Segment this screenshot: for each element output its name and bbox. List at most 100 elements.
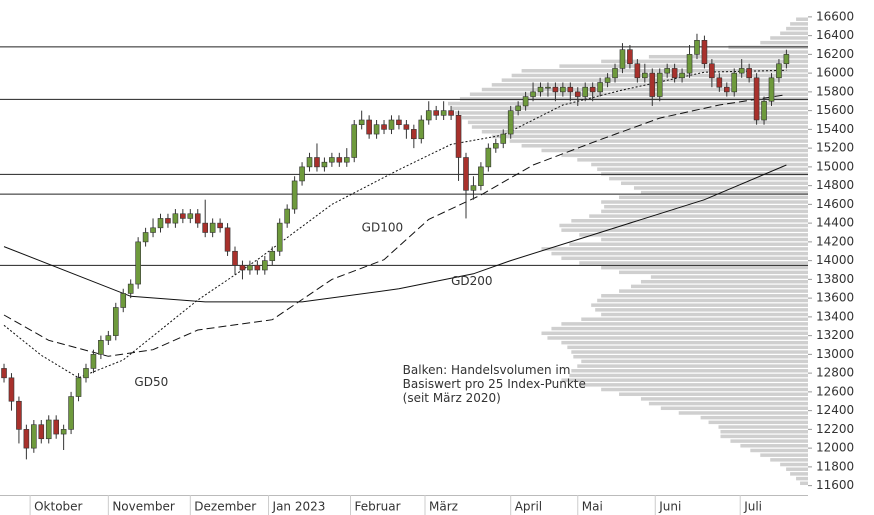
volume-bar: [573, 354, 808, 359]
volume-bar: [796, 476, 808, 481]
volume-bar: [569, 242, 808, 246]
candle-body: [38, 424, 45, 440]
y-tick-label: 16400: [816, 28, 854, 42]
volume-bar: [569, 373, 808, 378]
volume-bar: [770, 458, 808, 462]
candle-body: [314, 157, 320, 168]
y-tick-label: 15000: [816, 159, 854, 173]
candle-body: [254, 265, 261, 271]
volume-bar: [601, 237, 808, 242]
volume-bar: [541, 331, 808, 336]
y-tick-label: 16200: [816, 47, 854, 61]
candle-body: [75, 377, 82, 397]
candle-body: [589, 86, 596, 93]
volume-bar: [481, 129, 808, 134]
volume-bar: [786, 26, 808, 31]
volume-bar: [604, 204, 808, 209]
volume-bar: [567, 345, 808, 350]
volume-bar: [790, 22, 808, 26]
volume-bar: [601, 200, 808, 204]
volume-bar: [700, 50, 808, 54]
x-tick-label: Februar: [355, 500, 401, 514]
volume-bar: [448, 101, 808, 106]
x-tick-label: Juni: [658, 500, 681, 514]
candle-body: [381, 124, 387, 130]
y-tick-label: 14000: [816, 253, 854, 267]
candle-body: [649, 72, 656, 97]
candle-body: [291, 180, 298, 210]
annotation: Balken: Handelsvolumen im: [403, 363, 571, 377]
volume-bar: [551, 326, 808, 331]
candle-body: [366, 119, 372, 135]
candle-body: [343, 157, 350, 163]
candle-body: [671, 68, 678, 79]
candle-body: [8, 377, 15, 402]
candle-body: [217, 222, 223, 229]
moving-average: [3, 69, 787, 379]
x-tick-label: Oktober: [34, 500, 82, 514]
ma-label: GD50: [134, 375, 168, 389]
candle-body: [597, 82, 603, 93]
ma-label: GD100: [362, 220, 403, 234]
y-tick-label: 15200: [816, 141, 854, 155]
candle-body: [619, 49, 626, 69]
volume-bar: [770, 36, 808, 40]
candle-body: [209, 222, 216, 233]
candle-body: [202, 222, 209, 233]
volume-bar: [577, 158, 808, 162]
candle-body: [761, 100, 767, 121]
candle-body: [507, 110, 514, 135]
volume-bar: [559, 223, 808, 228]
volume-bar: [760, 40, 808, 45]
candle-body: [560, 86, 566, 93]
volume-bar: [491, 134, 808, 139]
volume-bar: [601, 209, 808, 214]
y-tick-label: 12000: [816, 441, 854, 455]
candle-body: [731, 72, 738, 93]
candle-body: [440, 110, 447, 116]
y-tick-label: 12800: [816, 366, 854, 380]
candle-body: [463, 157, 469, 191]
volume-bar: [561, 340, 808, 345]
x-tick-label: Mai: [582, 500, 603, 514]
moving-average: [3, 164, 787, 303]
candle-body: [276, 222, 283, 252]
candle-body: [239, 265, 246, 271]
candle-body: [388, 119, 395, 130]
volume-bar: [451, 106, 808, 111]
y-tick-label: 13200: [816, 328, 854, 342]
candle-body: [709, 63, 715, 79]
volume-bar: [619, 270, 808, 275]
volume-bar: [579, 261, 808, 265]
candle-body: [783, 54, 790, 65]
candle-body: [53, 419, 59, 435]
volume-bar: [561, 378, 808, 382]
volume-bar: [678, 411, 808, 415]
volume-bar: [461, 115, 808, 120]
candle-body: [403, 124, 410, 130]
volume-bar: [790, 472, 808, 476]
candle-body: [142, 232, 149, 243]
y-tick-label: 12200: [816, 422, 854, 436]
candle-body: [448, 110, 454, 116]
candle-body: [306, 157, 313, 168]
volume-bar: [551, 251, 808, 256]
x-tick-label: Juli: [743, 500, 762, 514]
candle-body: [336, 157, 343, 163]
volume-bar: [601, 312, 808, 317]
volume-bar: [597, 298, 808, 303]
candle-body: [187, 213, 194, 219]
y-tick-label: 15600: [816, 103, 854, 117]
volume-bar: [597, 167, 808, 171]
candle-body: [574, 91, 581, 97]
candle-body: [224, 227, 231, 252]
candle-body: [127, 283, 134, 294]
x-tick-label: Jan 2023: [272, 500, 326, 514]
volume-bar: [601, 387, 808, 392]
x-tick-label: April: [515, 500, 542, 514]
candle-body: [120, 293, 127, 308]
candle-body: [768, 77, 775, 102]
volume-bar: [760, 453, 808, 457]
volume-bar: [740, 444, 808, 448]
